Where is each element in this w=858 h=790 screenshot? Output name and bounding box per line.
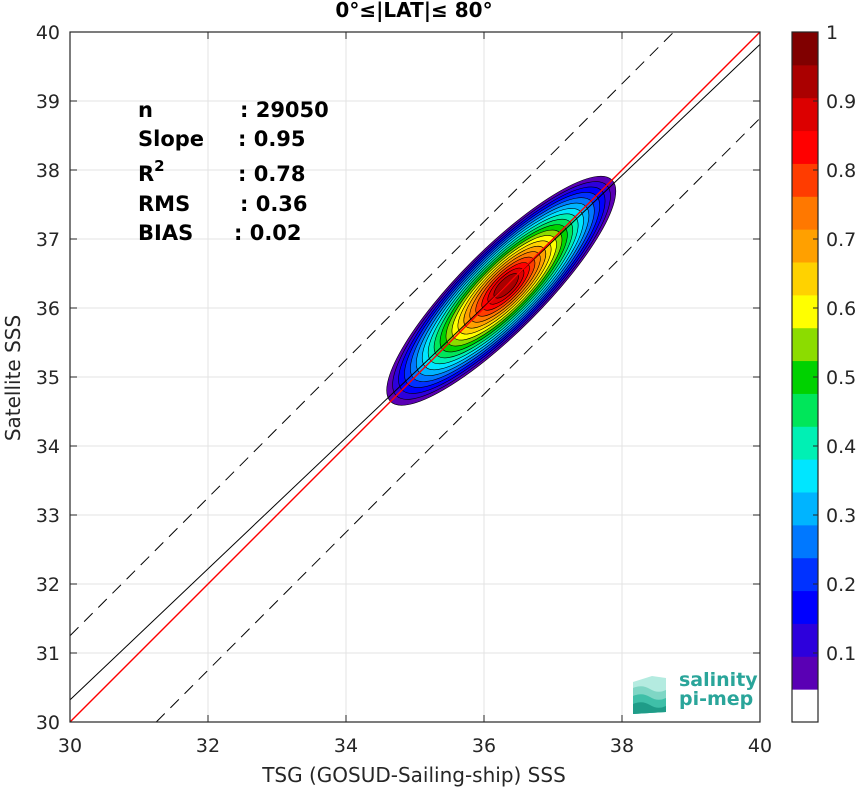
colorbar-segment [792, 97, 818, 132]
colorbar-segment [792, 656, 818, 690]
x-tick-labels: 30 32 34 36 38 40 [58, 735, 772, 757]
stat-value: : 0.95 [238, 127, 306, 151]
colorbar-tick-label: 0.2 [826, 574, 856, 596]
colorbar-segment [792, 163, 818, 197]
y-tick-label: 36 [36, 298, 60, 320]
colorbar-tick-label: 0.9 [826, 91, 856, 113]
stat-label: BIAS [138, 221, 193, 245]
salinity-pi-mep-logo: salinity pi-mep [633, 669, 758, 714]
y-tick-labels: 30 31 32 33 34 35 36 37 38 39 40 [36, 22, 60, 734]
stat-value: : 0.02 [234, 221, 302, 245]
colorbar-tick-label: 1 [826, 22, 838, 44]
y-tick-label: 40 [36, 22, 60, 44]
logo-line-1: salinity [679, 669, 758, 691]
colorbar-tick-label: 0.8 [826, 160, 856, 182]
stat-label: RMS [138, 192, 190, 216]
colorbar-segment [792, 524, 818, 559]
y-tick-label: 38 [36, 160, 60, 182]
colorbar-segment [792, 459, 818, 493]
grid [69, 31, 761, 723]
colorbar-segment [792, 229, 818, 263]
y-tick-label: 33 [36, 505, 60, 527]
colorbar-segment [792, 426, 818, 460]
x-tick-label: 34 [334, 735, 358, 757]
logo-wave-icon [633, 676, 666, 714]
y-tick-label: 37 [36, 229, 60, 251]
x-tick-label: 38 [610, 735, 634, 757]
y-axis-label: Satellite SSS [1, 315, 25, 441]
logo-line-2: pi-mep [679, 688, 753, 710]
colorbar-segment [792, 32, 818, 66]
stat-value: : 0.36 [240, 192, 308, 216]
regression-line [69, 44, 761, 701]
colorbar-segment [792, 262, 818, 296]
chart-title: 0°≤|LAT|≤ 80° [335, 0, 492, 22]
colorbar-segment [792, 492, 818, 526]
colorbar [791, 31, 819, 723]
colorbar-tick-label: 0.3 [826, 505, 856, 527]
colorbar-segment [792, 196, 818, 230]
colorbar-segment [792, 130, 818, 164]
colorbar-tick-label: 0.6 [826, 298, 856, 320]
x-tick-label: 40 [748, 735, 772, 757]
stat-value: : 29050 [240, 98, 329, 122]
upper-bound-line [69, 31, 675, 637]
y-tick-label: 34 [36, 436, 60, 458]
y-tick-label: 31 [36, 643, 60, 665]
colorbar-tick-label: 0.1 [826, 643, 856, 665]
y-tick-label: 30 [36, 712, 60, 734]
colorbar-segment [792, 590, 818, 624]
stat-label: Slope [138, 127, 204, 151]
y-tick-label: 39 [36, 91, 60, 113]
lower-bound-line [155, 117, 761, 723]
colorbar-segment [792, 327, 818, 362]
colorbar-tick-label: 0.7 [826, 229, 856, 251]
colorbar-segment [792, 294, 818, 329]
x-tick-label: 30 [58, 735, 82, 757]
identity-line [69, 31, 761, 723]
plot-frame [69, 31, 761, 723]
stat-value: : 0.78 [238, 162, 306, 186]
colorbar-tick-label: 0.4 [826, 436, 856, 458]
colorbar-tick-labels: 0.1 0.2 0.3 0.4 0.5 0.6 0.7 0.8 0.9 1 [813, 22, 856, 665]
colorbar-segment [792, 557, 818, 592]
colorbar-segment [792, 689, 818, 723]
reference-lines [69, 31, 761, 723]
y-tick-label: 32 [36, 574, 60, 596]
y-tick-label: 35 [36, 367, 60, 389]
colorbar-segment [792, 393, 818, 427]
x-axis-label: TSG (GOSUD-Sailing-ship) SSS [261, 763, 566, 787]
x-tick-label: 36 [472, 735, 496, 757]
colorbar-segment [792, 64, 818, 99]
x-tick-label: 32 [196, 735, 220, 757]
colorbar-tick-label: 0.5 [826, 367, 856, 389]
colorbar-segment [792, 623, 818, 657]
stat-label: n [138, 98, 153, 122]
